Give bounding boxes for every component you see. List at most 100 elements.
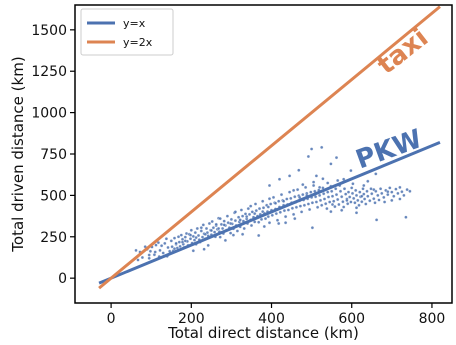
- scatter-point: [290, 206, 295, 210]
- scatter-point: [342, 205, 346, 209]
- scatter-point: [220, 226, 225, 231]
- scatter-point: [257, 233, 261, 238]
- scatter-point: [350, 186, 354, 190]
- scatter-point: [245, 214, 249, 219]
- scatter-point: [287, 190, 292, 194]
- scatter-point: [352, 196, 356, 201]
- scatter-point: [349, 200, 353, 204]
- scatter-point: [152, 253, 157, 257]
- scatter-point: [179, 233, 183, 237]
- scatter-point: [342, 187, 347, 191]
- scatter-point: [314, 174, 319, 178]
- scatter-point: [287, 174, 292, 178]
- scatter-point: [330, 189, 334, 193]
- scatter-point: [184, 231, 189, 236]
- scatter-point: [274, 211, 278, 216]
- scatter-point: [279, 192, 284, 197]
- scatter-point: [392, 194, 396, 198]
- scatter-point: [326, 190, 330, 194]
- scatter-point: [136, 258, 140, 262]
- y-tick-label: 1000: [31, 106, 67, 122]
- scatter-point: [159, 244, 164, 248]
- scatter-point: [253, 202, 258, 206]
- scatter-point: [390, 190, 394, 194]
- scatter-point: [365, 189, 369, 193]
- scatter-point: [219, 222, 224, 227]
- scatter-point: [277, 199, 281, 203]
- scatter-point: [373, 201, 377, 205]
- scatter-point: [214, 222, 218, 227]
- y-tick-label: 750: [40, 147, 67, 163]
- scatter-point: [398, 197, 402, 201]
- scatter-point: [377, 198, 381, 202]
- x-tick-label: 200: [178, 311, 205, 327]
- scatter-point: [329, 162, 333, 166]
- scatter-point: [172, 236, 177, 240]
- scatter-point: [200, 235, 205, 239]
- scatter-point: [218, 216, 222, 221]
- scatter-point: [148, 249, 153, 253]
- scatter-point: [153, 250, 157, 254]
- scatter-point: [223, 238, 228, 243]
- scatter-point: [205, 230, 210, 235]
- scatter-point: [134, 248, 138, 253]
- scatter-point: [203, 232, 207, 236]
- scatter-point: [291, 188, 296, 193]
- scatter-point: [253, 211, 257, 216]
- scatter-point: [286, 208, 291, 212]
- scatter-point: [408, 189, 412, 193]
- scatter-point: [302, 203, 307, 207]
- scatter-point: [174, 241, 178, 246]
- scatter-point: [163, 241, 167, 246]
- scatter-point: [283, 214, 288, 219]
- reference-lines: [98, 5, 441, 290]
- scatter-point: [380, 191, 384, 196]
- scatter-point: [378, 187, 383, 191]
- scatter-point: [250, 210, 254, 214]
- scatter-point: [362, 192, 366, 196]
- scatter-point: [228, 221, 233, 226]
- scatter-point: [396, 191, 400, 196]
- scatter-point: [177, 240, 181, 244]
- scatter-point: [176, 235, 181, 239]
- scatter-point: [372, 187, 376, 192]
- line-annotations: taxi PKW: [352, 23, 434, 176]
- scatter-point: [369, 187, 373, 191]
- scatter-point: [249, 204, 253, 208]
- scatter-point: [140, 255, 145, 260]
- scatter-point: [235, 229, 240, 233]
- y-tick-label: 250: [40, 230, 67, 246]
- scatter-point: [340, 195, 344, 199]
- scatter-point: [297, 168, 301, 172]
- scatter-point: [267, 183, 272, 188]
- scatter-point: [360, 200, 364, 204]
- scatter-point: [183, 235, 187, 239]
- scatter-point: [326, 195, 331, 199]
- scatter-point: [388, 186, 392, 190]
- scatter-point: [344, 192, 348, 196]
- scatter-point: [301, 192, 305, 197]
- scatter-point: [180, 237, 185, 241]
- scatter-point: [328, 200, 332, 204]
- scatter-point: [326, 181, 330, 185]
- scatter-point: [229, 217, 234, 222]
- scatter-point: [354, 211, 359, 215]
- scatter-point: [334, 192, 339, 197]
- scatter-point: [238, 218, 242, 222]
- scatter-point: [271, 195, 276, 200]
- scatter-point: [360, 194, 364, 198]
- scatter-point: [361, 187, 365, 191]
- scatter-point: [278, 210, 282, 214]
- scatter-point: [283, 221, 288, 225]
- scatter-point: [366, 179, 370, 183]
- scatter-point: [318, 198, 323, 203]
- scatter-point: [350, 191, 355, 196]
- scatter-point: [382, 195, 386, 200]
- scatter-point: [199, 229, 203, 233]
- scatter-point: [222, 223, 226, 227]
- scatter-point: [334, 187, 338, 191]
- scatter-point: [259, 217, 264, 222]
- scatter-point: [337, 202, 341, 207]
- scatter-points: [134, 145, 412, 262]
